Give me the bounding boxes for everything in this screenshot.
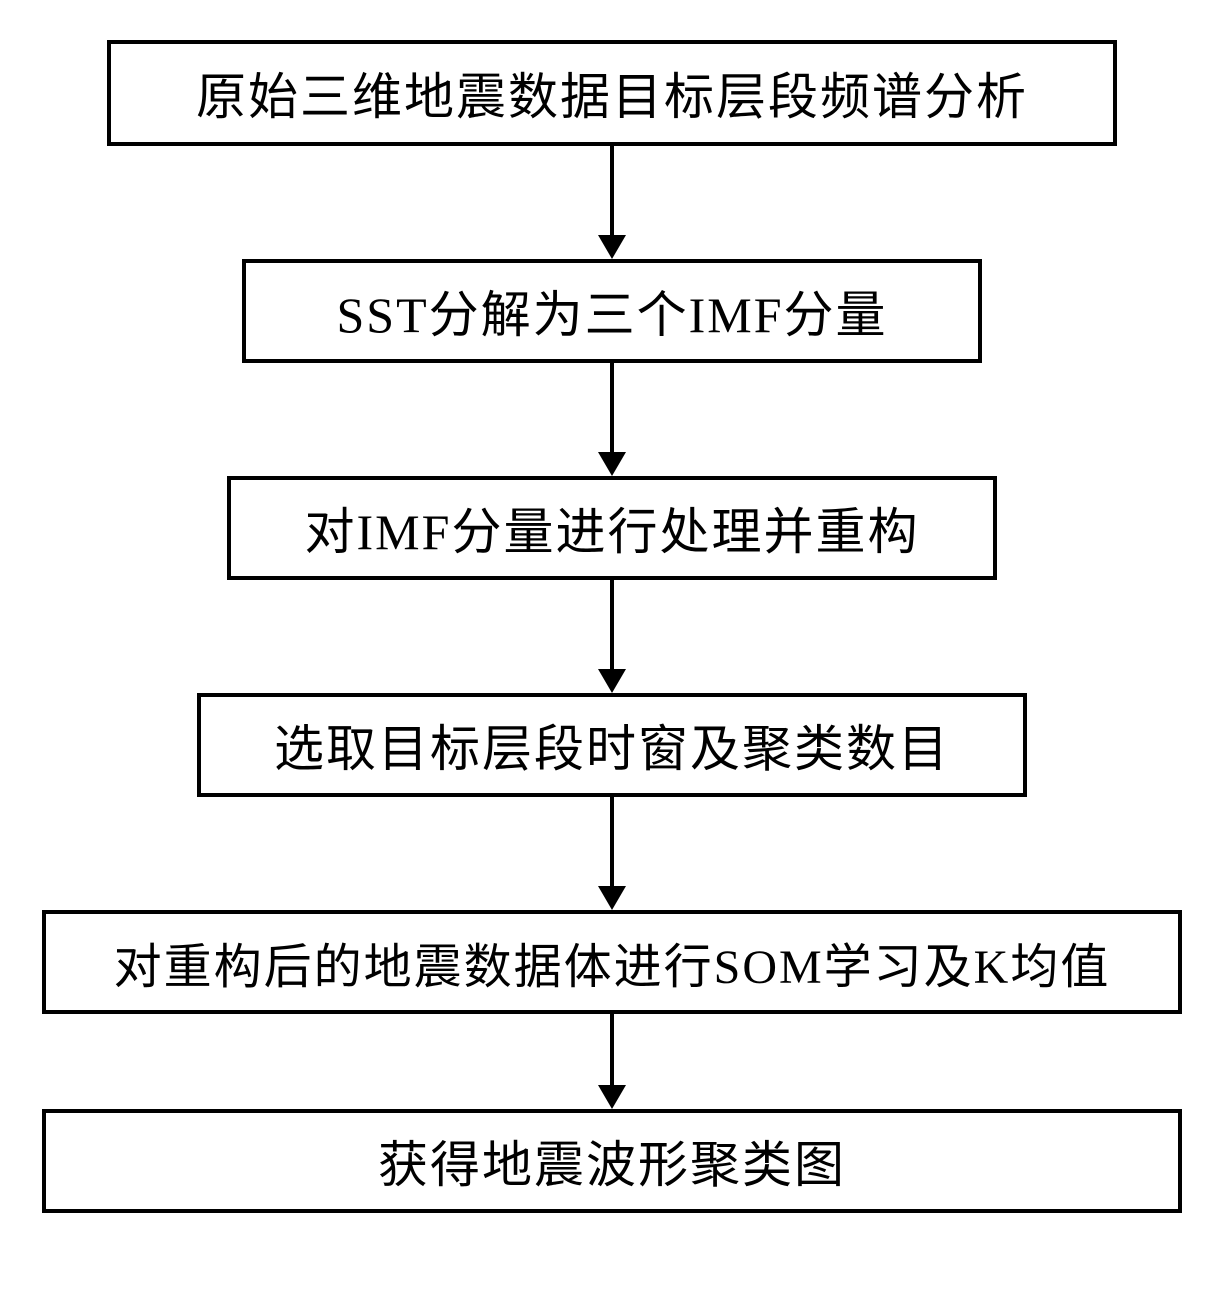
arrow-head-icon: [598, 1085, 626, 1109]
arrow-shaft: [610, 797, 614, 887]
arrow-head-icon: [598, 452, 626, 476]
flow-node-2: SST分解为三个IMF分量: [242, 259, 982, 363]
arrow-head-icon: [598, 235, 626, 259]
arrow-head-icon: [598, 886, 626, 910]
arrow-head-icon: [598, 669, 626, 693]
flow-node-6: 获得地震波形聚类图: [42, 1109, 1182, 1213]
flowchart: 原始三维地震数据目标层段频谱分析 SST分解为三个IMF分量 对IMF分量进行处…: [42, 40, 1182, 1213]
flow-node-4: 选取目标层段时窗及聚类数目: [197, 693, 1027, 797]
flow-arrow-2: [598, 363, 626, 476]
flow-arrow-5: [598, 1014, 626, 1109]
flow-node-5: 对重构后的地震数据体进行SOM学习及K均值: [42, 910, 1182, 1014]
arrow-shaft: [610, 1014, 614, 1086]
arrow-shaft: [610, 363, 614, 453]
flow-arrow-3: [598, 580, 626, 693]
flow-node-1: 原始三维地震数据目标层段频谱分析: [107, 40, 1117, 146]
arrow-shaft: [610, 146, 614, 236]
flow-arrow-1: [598, 146, 626, 259]
flow-arrow-4: [598, 797, 626, 910]
flow-node-3: 对IMF分量进行处理并重构: [227, 476, 997, 580]
arrow-shaft: [610, 580, 614, 670]
